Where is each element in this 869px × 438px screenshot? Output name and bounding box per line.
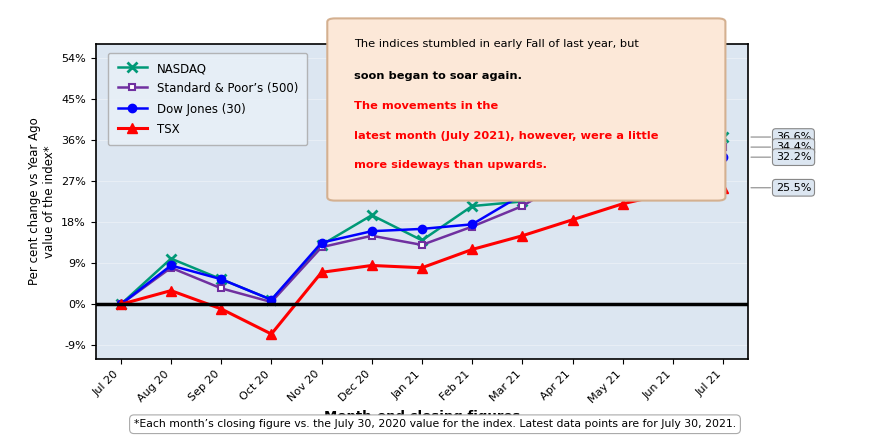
Text: The indices stumbled in early Fall of last year, but: The indices stumbled in early Fall of la… xyxy=(354,39,638,49)
NASDAQ xyxy=(567,169,577,174)
Dow Jones (30) xyxy=(316,240,327,245)
TSX xyxy=(166,288,176,293)
Line: Dow Jones (30): Dow Jones (30) xyxy=(116,153,726,308)
TSX xyxy=(116,302,126,307)
TSX xyxy=(717,185,727,191)
TSX xyxy=(467,247,477,252)
Dow Jones (30) xyxy=(216,276,226,282)
Text: soon began to soar again.: soon began to soar again. xyxy=(354,71,526,81)
NASDAQ xyxy=(516,199,527,204)
Standard & Poor’s (500) xyxy=(567,174,577,179)
TSX xyxy=(216,306,226,311)
Text: *Each month’s closing figure vs. the July 30, 2020 value for the index. Latest d: *Each month’s closing figure vs. the Jul… xyxy=(134,419,735,429)
TSX xyxy=(316,270,327,275)
Line: NASDAQ: NASDAQ xyxy=(116,132,727,309)
Text: The movements in the: The movements in the xyxy=(354,101,498,111)
X-axis label: Month-end closing figures: Month-end closing figures xyxy=(323,410,520,423)
Standard & Poor’s (500) xyxy=(717,145,727,150)
Dow Jones (30) xyxy=(416,226,427,232)
Text: more sideways than upwards.: more sideways than upwards. xyxy=(354,160,547,170)
NASDAQ xyxy=(667,137,677,142)
Standard & Poor’s (500) xyxy=(166,265,176,270)
Standard & Poor’s (500) xyxy=(116,302,126,307)
NASDAQ xyxy=(316,242,327,247)
Dow Jones (30) xyxy=(166,263,176,268)
Line: TSX: TSX xyxy=(116,183,727,339)
Dow Jones (30) xyxy=(717,155,727,160)
Text: 34.4%: 34.4% xyxy=(775,142,811,152)
Standard & Poor’s (500) xyxy=(316,244,327,250)
TSX xyxy=(266,332,276,337)
TSX xyxy=(667,190,677,195)
NASDAQ xyxy=(266,297,276,302)
NASDAQ xyxy=(416,238,427,243)
Dow Jones (30) xyxy=(516,192,527,197)
Legend: NASDAQ, Standard & Poor’s (500), Dow Jones (30), TSX: NASDAQ, Standard & Poor’s (500), Dow Jon… xyxy=(108,53,307,145)
NASDAQ xyxy=(166,256,176,261)
Dow Jones (30) xyxy=(266,297,276,302)
Text: latest month (July 2021), however, were a little: latest month (July 2021), however, were … xyxy=(354,131,658,141)
Text: 32.2%: 32.2% xyxy=(775,152,811,162)
TSX xyxy=(516,233,527,238)
Dow Jones (30) xyxy=(116,302,126,307)
Line: Standard & Poor’s (500): Standard & Poor’s (500) xyxy=(117,144,726,308)
Text: 36.6%: 36.6% xyxy=(775,132,810,142)
Standard & Poor’s (500) xyxy=(516,203,527,208)
TSX xyxy=(366,263,376,268)
Dow Jones (30) xyxy=(467,222,477,227)
NASDAQ xyxy=(366,212,376,218)
Standard & Poor’s (500) xyxy=(416,242,427,247)
Standard & Poor’s (500) xyxy=(216,286,226,291)
NASDAQ xyxy=(216,276,226,282)
Text: 25.5%: 25.5% xyxy=(775,183,810,193)
NASDAQ xyxy=(116,302,126,307)
TSX xyxy=(567,217,577,223)
Standard & Poor’s (500) xyxy=(467,224,477,229)
Standard & Poor’s (500) xyxy=(617,178,627,184)
Dow Jones (30) xyxy=(667,160,677,165)
Standard & Poor’s (500) xyxy=(366,233,376,238)
TSX xyxy=(416,265,427,270)
FancyBboxPatch shape xyxy=(327,18,725,201)
TSX xyxy=(617,201,627,206)
NASDAQ xyxy=(467,203,477,208)
Dow Jones (30) xyxy=(617,167,627,172)
Dow Jones (30) xyxy=(366,229,376,234)
Standard & Poor’s (500) xyxy=(667,158,677,163)
Dow Jones (30) xyxy=(567,169,577,174)
NASDAQ xyxy=(717,134,727,140)
NASDAQ xyxy=(617,174,627,179)
Standard & Poor’s (500) xyxy=(266,300,276,305)
Y-axis label: Per cent change vs Year Ago
value of the index*: Per cent change vs Year Ago value of the… xyxy=(28,118,56,285)
